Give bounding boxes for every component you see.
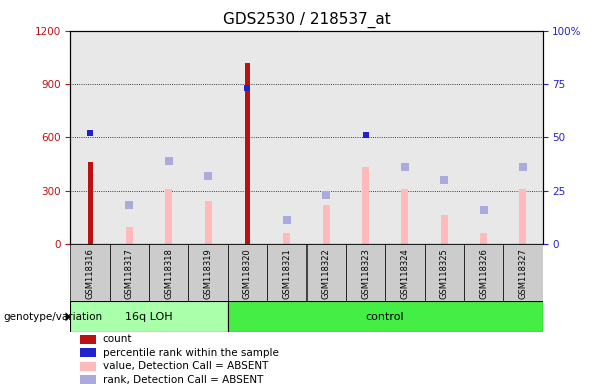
Text: GSM118318: GSM118318 xyxy=(164,248,173,299)
Bar xyxy=(519,189,527,244)
Text: GSM118317: GSM118317 xyxy=(125,248,134,299)
Text: GSM118319: GSM118319 xyxy=(204,248,213,299)
Text: GSM118327: GSM118327 xyxy=(519,248,527,299)
Text: GSM118316: GSM118316 xyxy=(86,248,94,299)
Bar xyxy=(503,244,543,301)
Bar xyxy=(441,215,447,244)
Bar xyxy=(385,244,424,301)
Bar xyxy=(424,244,464,301)
Bar xyxy=(205,201,211,244)
Bar xyxy=(80,334,96,344)
Text: GSM118321: GSM118321 xyxy=(283,248,291,299)
Bar xyxy=(362,167,369,244)
Text: rank, Detection Call = ABSENT: rank, Detection Call = ABSENT xyxy=(102,374,263,384)
Bar xyxy=(80,348,96,357)
Bar xyxy=(322,205,330,244)
Text: GDS2530 / 218537_at: GDS2530 / 218537_at xyxy=(223,12,390,28)
Text: count: count xyxy=(102,334,132,344)
Text: 16q LOH: 16q LOH xyxy=(125,312,173,322)
Bar xyxy=(464,244,503,301)
Bar xyxy=(80,375,96,384)
Text: percentile rank within the sample: percentile rank within the sample xyxy=(102,348,278,358)
Bar xyxy=(70,244,110,301)
Text: genotype/variation: genotype/variation xyxy=(3,312,102,322)
Bar xyxy=(228,301,543,332)
Bar xyxy=(245,63,250,244)
Bar xyxy=(126,227,133,244)
Bar xyxy=(110,244,149,301)
Bar xyxy=(228,244,267,301)
Text: GSM118326: GSM118326 xyxy=(479,248,488,299)
Text: GSM118325: GSM118325 xyxy=(440,248,449,299)
Bar xyxy=(267,244,306,301)
Bar xyxy=(80,362,96,371)
Bar xyxy=(402,189,408,244)
Bar xyxy=(70,301,228,332)
Text: GSM118322: GSM118322 xyxy=(322,248,330,299)
Bar xyxy=(283,233,291,244)
Text: control: control xyxy=(366,312,405,322)
Bar xyxy=(346,244,385,301)
Text: GSM118320: GSM118320 xyxy=(243,248,252,299)
Text: GSM118324: GSM118324 xyxy=(400,248,409,299)
Bar xyxy=(88,162,93,244)
Bar xyxy=(166,189,172,244)
Bar xyxy=(189,244,228,301)
Text: value, Detection Call = ABSENT: value, Detection Call = ABSENT xyxy=(102,361,268,371)
Bar xyxy=(306,244,346,301)
Text: GSM118323: GSM118323 xyxy=(361,248,370,299)
Bar xyxy=(480,233,487,244)
Bar xyxy=(149,244,189,301)
